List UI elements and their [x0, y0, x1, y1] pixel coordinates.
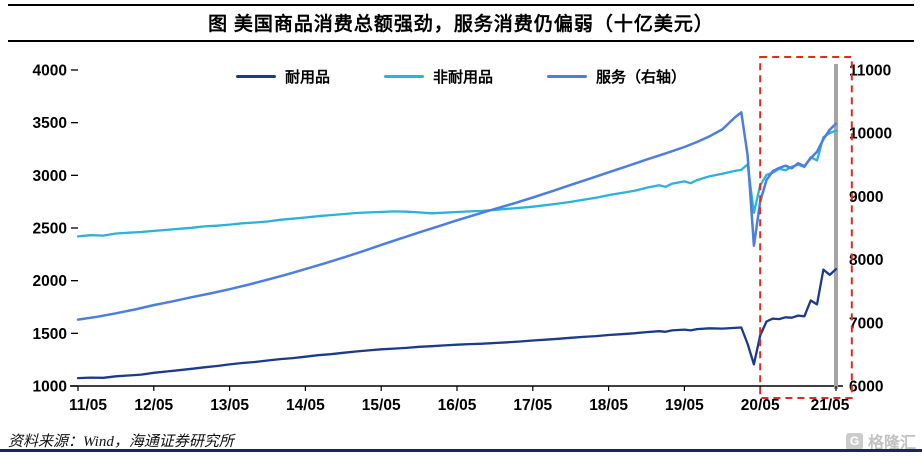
svg-text:21/05: 21/05: [811, 397, 850, 414]
svg-text:13/05: 13/05: [210, 397, 249, 414]
legend-line-sample-nondurables: [383, 75, 424, 78]
title-top-rule: [8, 4, 914, 6]
series-lines: [76, 111, 838, 380]
svg-text:2000: 2000: [33, 273, 67, 290]
svg-text:7000: 7000: [849, 315, 883, 332]
svg-text:6000: 6000: [849, 379, 883, 396]
legend-label-services: 服务（右轴）: [596, 70, 687, 86]
legend-label-nondurables: 非耐用品: [432, 70, 493, 86]
svg-text:9000: 9000: [849, 189, 883, 206]
gelonghui-logo-icon: G: [845, 432, 863, 450]
chart-legend: 耐用品 非耐用品 服务（右轴）: [0, 66, 922, 87]
svg-text:19/05: 19/05: [665, 397, 704, 414]
gelonghui-logo-text: 格隆汇: [867, 435, 916, 452]
svg-text:14/05: 14/05: [286, 397, 325, 414]
line-chart: 1000 1500 2000 2500 3000 3500 4000 6000 7000 8000…: [33, 56, 893, 415]
svg-text:2500: 2500: [33, 221, 67, 238]
legend-item-nondurables: 非耐用品: [383, 66, 493, 87]
highlight-annotation: [759, 56, 853, 399]
series-line-耐用品: [76, 267, 838, 380]
legend-line-sample-durables: [235, 75, 276, 78]
svg-text:1500: 1500: [33, 326, 67, 343]
axes: 1000 1500 2000 2500 3000 3500 4000 6000 7000 8000…: [33, 63, 893, 415]
svg-text:12/05: 12/05: [134, 397, 173, 414]
svg-text:11/05: 11/05: [69, 397, 107, 414]
svg-text:1000: 1000: [33, 379, 67, 396]
svg-text:16/05: 16/05: [438, 397, 477, 414]
series-line-非耐用品: [76, 129, 838, 238]
footer-rule: [0, 449, 922, 452]
legend-item-durables: 耐用品: [235, 66, 330, 87]
legend-item-services: 服务（右轴）: [547, 66, 686, 87]
svg-text:3500: 3500: [33, 115, 67, 132]
svg-text:4000: 4000: [33, 63, 67, 80]
series-line-服务（右轴）: [76, 111, 838, 321]
page-title: 图 美国商品消费总额强劲，服务消费仍偏弱（十亿美元）: [208, 14, 714, 35]
svg-text:17/05: 17/05: [513, 397, 552, 414]
svg-text:3000: 3000: [33, 168, 67, 185]
source-note: 资料来源：Wind，海通证券研究所: [8, 434, 234, 450]
svg-text:8000: 8000: [849, 252, 883, 269]
legend-label-durables: 耐用品: [284, 70, 330, 86]
svg-text:15/05: 15/05: [362, 397, 401, 414]
gelonghui-watermark: G 格隆汇: [845, 429, 916, 453]
title-bottom-rule: [8, 40, 914, 42]
highlight-box: [759, 56, 853, 399]
svg-text:10000: 10000: [849, 126, 892, 143]
svg-text:11000: 11000: [849, 63, 891, 80]
svg-text:18/05: 18/05: [589, 397, 628, 414]
legend-line-sample-services: [547, 75, 587, 78]
svg-text:20/05: 20/05: [741, 397, 780, 414]
